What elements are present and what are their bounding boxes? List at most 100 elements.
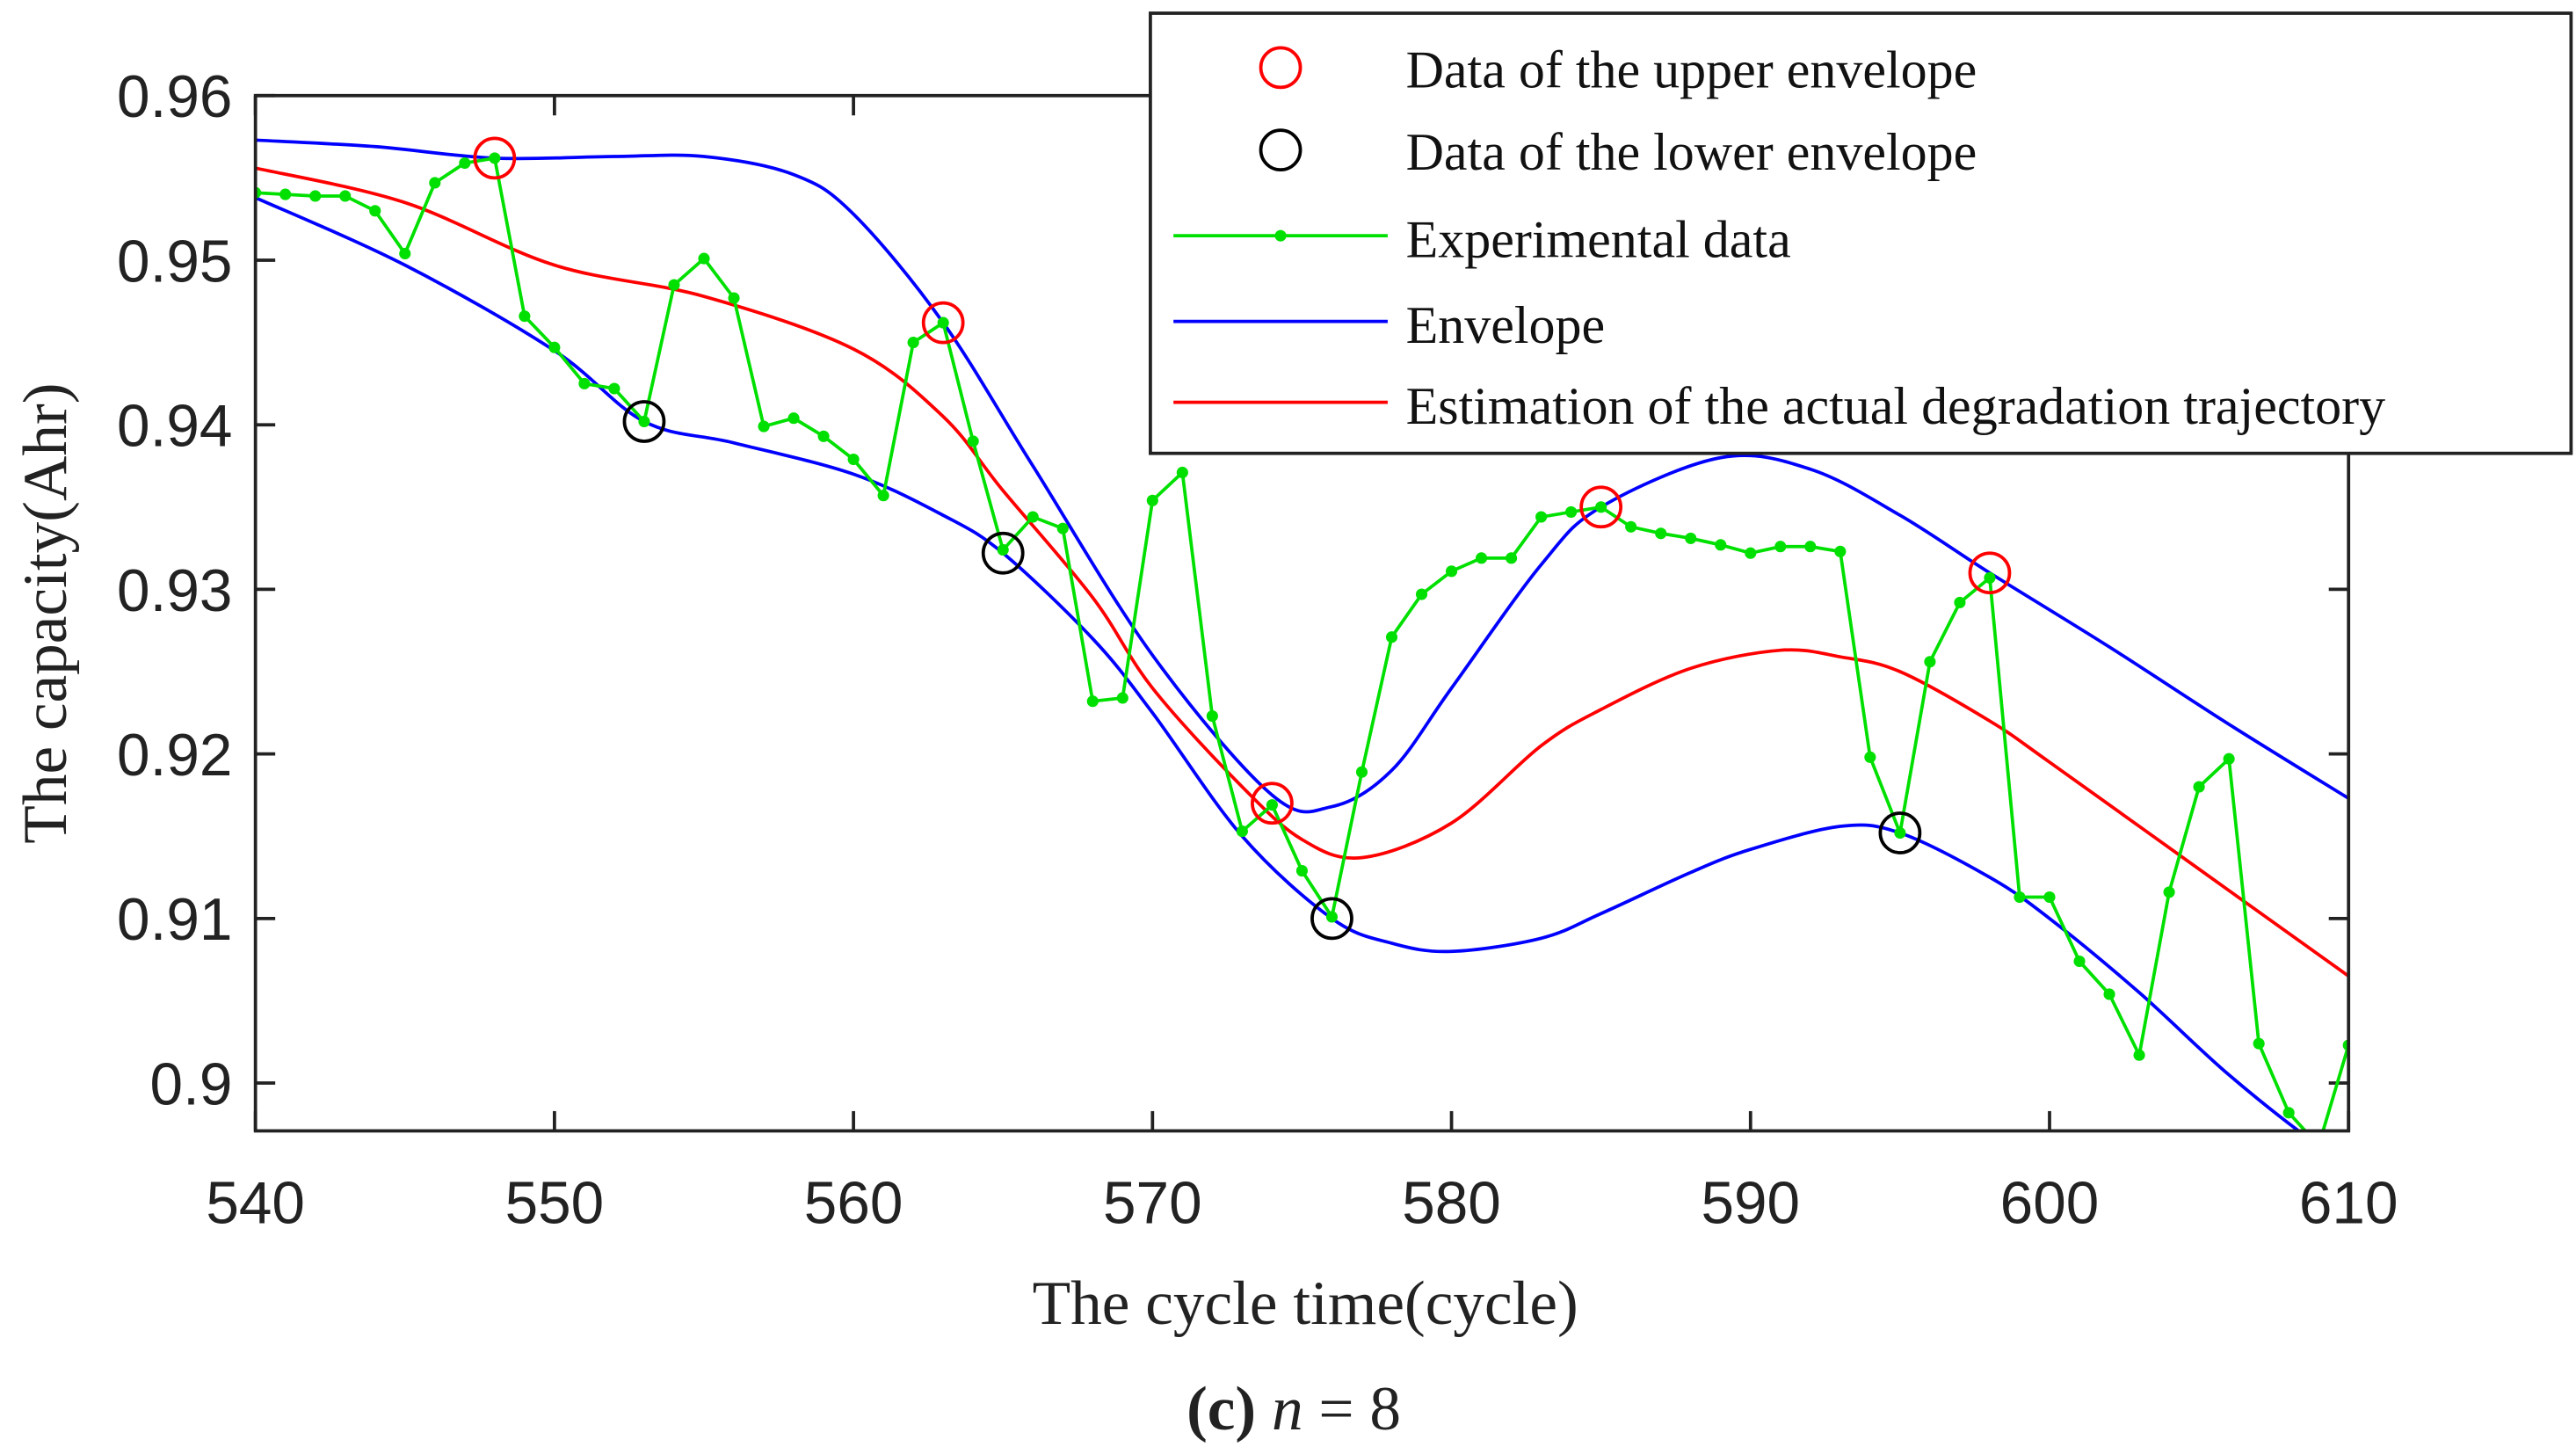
experimental-point	[459, 156, 471, 170]
experimental-point	[2103, 988, 2115, 1000]
experimental-point	[2073, 955, 2086, 968]
legend-label: Data of the upper envelope	[1406, 40, 1977, 98]
plot-area	[255, 136, 2349, 1152]
y-axis-label: The capacity(Ahr)	[11, 383, 80, 844]
experimental-point	[279, 188, 292, 200]
experimental-point	[1385, 631, 1398, 643]
experimental-point	[758, 420, 770, 433]
experimental-point	[1476, 552, 1488, 564]
y-tick-label: 0.91	[117, 887, 232, 953]
experimental-point	[1355, 766, 1368, 778]
experimental-point	[698, 252, 710, 265]
experimental-point	[638, 415, 650, 428]
experimental-point	[1535, 511, 1548, 523]
upper-envelope-marker	[473, 136, 517, 180]
experimental-point	[817, 430, 830, 442]
experimental-point	[967, 435, 979, 447]
experimental-point	[1056, 522, 1069, 534]
experimental-point	[2163, 886, 2175, 898]
y-tick-label: 0.95	[117, 229, 232, 294]
x-tick-label: 570	[1103, 1170, 1202, 1236]
upper-envelope-curve	[255, 138, 2349, 814]
upper-envelope-marker	[1968, 551, 2012, 595]
experimental-point	[1774, 541, 1787, 553]
legend-marker-lower	[1259, 128, 1303, 172]
legend-label: Experimental data	[1406, 211, 1791, 269]
lower-envelope-curve	[255, 196, 2302, 1131]
lower-envelope-marker	[981, 531, 1025, 575]
experimental-point	[1924, 656, 1936, 668]
experimental-point	[728, 292, 740, 304]
x-axis-label: The cycle time(cycle)	[1033, 1269, 1578, 1338]
experimental-point	[1625, 520, 1637, 533]
experimental-point	[877, 490, 889, 502]
experimental-point	[578, 377, 591, 389]
experimental-point	[548, 341, 561, 353]
experimental-point	[937, 316, 949, 329]
y-tick-label: 0.96	[117, 64, 232, 130]
experimental-point	[608, 382, 620, 395]
experimental-point	[1864, 751, 1876, 763]
experimental-point	[1595, 501, 1607, 513]
experimental-point	[489, 152, 501, 164]
experimental-point	[1506, 552, 1518, 564]
legend-label: Envelope	[1406, 296, 1606, 354]
experimental-point	[1565, 505, 1578, 518]
experimental-point	[399, 247, 411, 260]
x-tick-label: 610	[2299, 1170, 2398, 1236]
x-tick-label: 600	[2000, 1170, 2100, 1236]
estimate-curve	[255, 166, 2349, 978]
axis-ticks: 540 550 560 570 580 590 600 610 0.9 0.91 0.92 0.93 0…	[117, 64, 2398, 1236]
experimental-point	[1834, 545, 1847, 557]
legend-label: Estimation of the actual degradation tra…	[1406, 377, 2386, 435]
legend-label: Data of the lower envelope	[1406, 123, 1977, 181]
experimental-point	[1146, 494, 1158, 506]
experimental-point	[847, 453, 860, 466]
lower-envelope-marker	[1310, 897, 1353, 941]
experimental-point	[1236, 825, 1248, 838]
experimental-point	[1954, 596, 1966, 608]
experimental-point	[1116, 692, 1128, 704]
experimental-point	[997, 543, 1009, 556]
experimental-point	[2014, 891, 2026, 904]
x-tick-label: 580	[1402, 1170, 1501, 1236]
x-tick-label: 560	[804, 1170, 903, 1236]
experimental-point	[1325, 911, 1339, 923]
experimental-point	[2313, 1140, 2325, 1152]
experimental-point	[2133, 1049, 2145, 1061]
experimental-point	[1745, 547, 1757, 559]
legend-dot-experimental	[1274, 229, 1287, 242]
upper-envelope-marker	[1251, 782, 1294, 825]
x-tick-label: 590	[1701, 1170, 1800, 1236]
experimental-point	[1655, 527, 1667, 540]
experimental-point	[1415, 588, 1428, 600]
experimental-point	[369, 205, 381, 217]
experimental-point	[2282, 1107, 2295, 1119]
experimental-point	[2253, 1037, 2265, 1050]
experimental-point	[1715, 539, 1727, 551]
upper-envelope-marker	[921, 301, 965, 345]
caption: (c) n = 8	[1186, 1375, 1401, 1443]
y-tick-label: 0.93	[117, 558, 232, 624]
experimental-point	[309, 190, 322, 202]
experimental-point	[429, 177, 441, 189]
experimental-point	[668, 279, 680, 291]
experimental-point	[519, 310, 531, 323]
upper-envelope-marker	[1579, 485, 1623, 529]
y-tick-label: 0.94	[117, 394, 232, 460]
experimental-point	[907, 337, 919, 349]
experimental-point	[1027, 511, 1039, 523]
experimental-point	[2193, 781, 2205, 793]
experimental-point	[1266, 799, 1278, 811]
y-tick-label: 0.9	[150, 1051, 233, 1117]
experimental-point	[787, 412, 800, 425]
experimental-point	[1804, 541, 1817, 553]
experimental-point	[2223, 752, 2235, 765]
lower-envelope-marker	[622, 400, 666, 443]
legend-marker-upper	[1259, 46, 1303, 90]
lower-envelope-marker	[1878, 811, 1922, 854]
experimental-point	[1685, 532, 1697, 544]
experimental-point	[1295, 864, 1309, 877]
experimental-point	[1984, 571, 1996, 584]
